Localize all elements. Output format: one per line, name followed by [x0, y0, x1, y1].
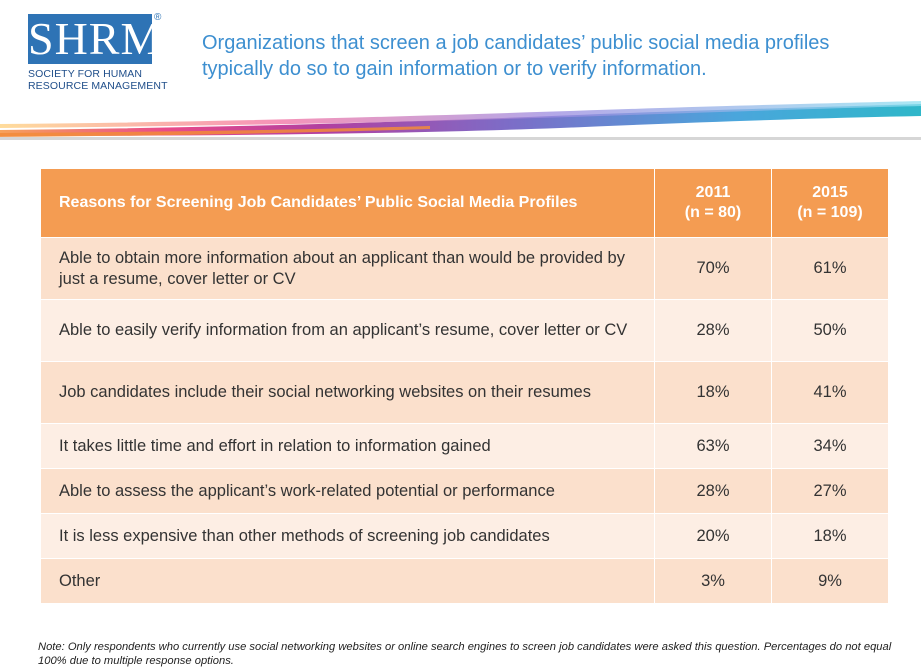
row-value-2015: 50% [771, 299, 889, 362]
table-header-row: Reasons for Screening Job Candidates’ Pu… [40, 168, 889, 238]
table-row: Able to easily verify information from a… [40, 299, 889, 362]
reasons-table: Reasons for Screening Job Candidates’ Pu… [40, 168, 889, 604]
row-value-2011: 3% [654, 558, 772, 604]
row-reason: Job candidates include their social netw… [40, 361, 655, 424]
row-value-2011: 20% [654, 513, 772, 559]
row-reason: Other [40, 558, 655, 604]
logo-subtitle-line1: SOCIETY FOR HUMAN [28, 68, 143, 80]
swoosh-band-orange [0, 126, 430, 137]
row-value-2015: 27% [771, 468, 889, 514]
row-value-2011: 70% [654, 237, 772, 300]
reasons-table-container: Reasons for Screening Job Candidates’ Pu… [40, 168, 889, 604]
header-2015-year: 2015 [812, 184, 848, 201]
row-value-2015: 34% [771, 423, 889, 469]
header-2011: 2011 (n = 80) [654, 168, 772, 238]
footnote: Note: Only respondents who currently use… [38, 641, 892, 667]
table-row: Other 3% 9% [40, 558, 889, 604]
table-row: Able to obtain more information about an… [40, 237, 889, 300]
row-value-2011: 28% [654, 299, 772, 362]
table-row: Job candidates include their social netw… [40, 361, 889, 424]
row-value-2015: 61% [771, 237, 889, 300]
logo-registered-mark: ® [154, 12, 162, 23]
row-reason: Able to easily verify information from a… [40, 299, 655, 362]
row-value-2015: 9% [771, 558, 889, 604]
table-row: It takes little time and effort in relat… [40, 423, 889, 469]
header-2011-n: (n = 80) [684, 204, 742, 221]
row-reason: It takes little time and effort in relat… [40, 423, 655, 469]
headline: Organizations that screen a job candidat… [202, 32, 830, 80]
decorative-swoosh-banner [0, 101, 921, 140]
shrm-logo: SHRM ® SOCIETY FOR HUMAN RESOURCE MANAGE… [28, 12, 178, 94]
logo-subtitle-line2: RESOURCE MANAGEMENT [28, 80, 168, 92]
header-2015: 2015 (n = 109) [771, 168, 889, 238]
row-reason: Able to assess the applicant’s work-rela… [40, 468, 655, 514]
logo-wordmark: SHRM [28, 13, 163, 64]
header-2015-n: (n = 109) [797, 204, 863, 221]
swoosh-baseline [0, 137, 921, 140]
header-2011-year: 2011 [695, 184, 731, 201]
swoosh-band-light [0, 101, 921, 128]
row-value-2011: 18% [654, 361, 772, 424]
table-row: Able to assess the applicant’s work-rela… [40, 468, 889, 514]
header-reason: Reasons for Screening Job Candidates’ Pu… [40, 168, 655, 238]
row-value-2011: 28% [654, 468, 772, 514]
row-reason: Able to obtain more information about an… [40, 237, 655, 300]
row-value-2011: 63% [654, 423, 772, 469]
row-reason: It is less expensive than other methods … [40, 513, 655, 559]
row-value-2015: 41% [771, 361, 889, 424]
logo-subtitle: SOCIETY FOR HUMAN RESOURCE MANAGEMENT [28, 68, 178, 92]
table-row: It is less expensive than other methods … [40, 513, 889, 559]
row-value-2015: 18% [771, 513, 889, 559]
